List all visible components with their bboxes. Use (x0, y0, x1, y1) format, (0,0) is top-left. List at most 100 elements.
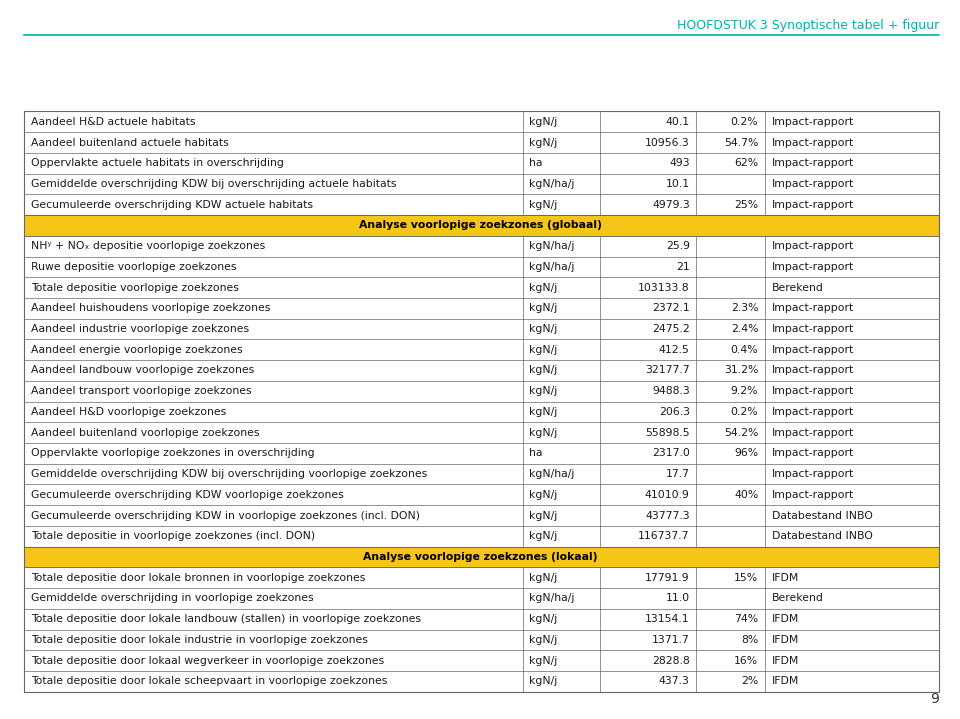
Text: Totale depositie voorlopige zoekzones: Totale depositie voorlopige zoekzones (31, 283, 239, 293)
Text: Totale depositie door lokale scheepvaart in voorlopige zoekzones: Totale depositie door lokale scheepvaart… (31, 677, 387, 687)
Text: kgN/j: kgN/j (529, 386, 558, 396)
Text: kgN/ha/j: kgN/ha/j (529, 179, 575, 189)
Text: Aandeel transport voorlopige zoekzones: Aandeel transport voorlopige zoekzones (31, 386, 252, 396)
Text: Impact-rapport: Impact-rapport (772, 179, 854, 189)
Bar (24, 278, 939, 298)
Text: Aandeel energie voorlopige zoekzones: Aandeel energie voorlopige zoekzones (31, 344, 242, 354)
Text: Berekend: Berekend (772, 593, 824, 603)
Text: Gemiddelde overschrijding KDW bij overschrijding voorlopige zoekzones: Gemiddelde overschrijding KDW bij oversc… (31, 469, 427, 479)
Text: 2%: 2% (741, 677, 758, 687)
Text: kgN/j: kgN/j (529, 490, 558, 500)
Text: 8%: 8% (741, 635, 758, 645)
Text: kgN/j: kgN/j (529, 573, 558, 582)
Text: Databestand INBO: Databestand INBO (772, 531, 873, 541)
Text: 2372.1: 2372.1 (652, 303, 689, 313)
Text: 4979.3: 4979.3 (652, 200, 689, 210)
Text: 412.5: 412.5 (659, 344, 689, 354)
Text: Impact-rapport: Impact-rapport (772, 490, 854, 500)
Text: Gemiddelde overschrijding in voorlopige zoekzones: Gemiddelde overschrijding in voorlopige … (31, 593, 313, 603)
Bar (24, 173, 939, 194)
Text: Totale depositie in voorlopige zoekzones (incl. DON): Totale depositie in voorlopige zoekzones… (31, 531, 315, 541)
Text: 493: 493 (669, 158, 689, 168)
Text: 17.7: 17.7 (665, 469, 689, 479)
Text: 9: 9 (930, 692, 939, 706)
Text: Impact-rapport: Impact-rapport (772, 365, 854, 375)
Text: Gecumuleerde overschrijding KDW in voorlopige zoekzones (incl. DON): Gecumuleerde overschrijding KDW in voorl… (31, 510, 420, 521)
Text: kgN/ha/j: kgN/ha/j (529, 593, 575, 603)
Text: 15%: 15% (734, 573, 758, 582)
Text: 2317.0: 2317.0 (652, 449, 689, 459)
Bar (24, 319, 939, 339)
Text: IFDM: IFDM (772, 677, 799, 687)
Text: 62%: 62% (734, 158, 758, 168)
Text: kgN/j: kgN/j (529, 283, 558, 293)
Text: 0.2%: 0.2% (731, 116, 758, 127)
Text: Berekend: Berekend (772, 283, 824, 293)
Text: kgN/j: kgN/j (529, 116, 558, 127)
Text: Aandeel H&D voorlopige zoekzones: Aandeel H&D voorlopige zoekzones (31, 407, 226, 417)
Text: Impact-rapport: Impact-rapport (772, 449, 854, 459)
Text: Gemiddelde overschrijding KDW bij overschrijding actuele habitats: Gemiddelde overschrijding KDW bij oversc… (31, 179, 396, 189)
Text: kgN/ha/j: kgN/ha/j (529, 262, 575, 272)
Bar (24, 546, 939, 567)
Bar (24, 360, 939, 381)
Text: 10.1: 10.1 (665, 179, 689, 189)
Text: 103133.8: 103133.8 (638, 283, 689, 293)
Text: Oppervlakte voorlopige zoekzones in overschrijding: Oppervlakte voorlopige zoekzones in over… (31, 449, 314, 459)
Text: Impact-rapport: Impact-rapport (772, 428, 854, 438)
Text: kgN/j: kgN/j (529, 531, 558, 541)
Text: Gecumuleerde overschrijding KDW actuele habitats: Gecumuleerde overschrijding KDW actuele … (31, 200, 313, 210)
Bar (24, 671, 939, 692)
Bar (24, 485, 939, 505)
Text: kgN/j: kgN/j (529, 200, 558, 210)
Text: 2475.2: 2475.2 (652, 324, 689, 334)
Text: 31.2%: 31.2% (724, 365, 758, 375)
Text: 25.9: 25.9 (665, 241, 689, 251)
Text: Databestand INBO: Databestand INBO (772, 510, 873, 521)
Text: kgN/j: kgN/j (529, 324, 558, 334)
Bar (24, 609, 939, 630)
Text: Impact-rapport: Impact-rapport (772, 137, 854, 147)
Bar (24, 401, 939, 422)
Text: 21: 21 (676, 262, 689, 272)
Text: 1371.7: 1371.7 (652, 635, 689, 645)
Text: 10956.3: 10956.3 (645, 137, 689, 147)
Text: 116737.7: 116737.7 (638, 531, 689, 541)
Text: kgN/j: kgN/j (529, 303, 558, 313)
Text: kgN/j: kgN/j (529, 614, 558, 624)
Text: kgN/j: kgN/j (529, 365, 558, 375)
Text: IFDM: IFDM (772, 635, 799, 645)
Bar (24, 422, 939, 443)
Text: 32177.7: 32177.7 (645, 365, 689, 375)
Text: kgN/j: kgN/j (529, 344, 558, 354)
Bar (24, 339, 939, 360)
Bar (24, 381, 939, 401)
Text: Totale depositie door lokaal wegverkeer in voorlopige zoekzones: Totale depositie door lokaal wegverkeer … (31, 656, 384, 666)
Text: Aandeel landbouw voorlopige zoekzones: Aandeel landbouw voorlopige zoekzones (31, 365, 254, 375)
Text: Impact-rapport: Impact-rapport (772, 200, 854, 210)
Text: Aandeel H&D actuele habitats: Aandeel H&D actuele habitats (31, 116, 195, 127)
Text: 16%: 16% (734, 656, 758, 666)
Text: Aandeel buitenland voorlopige zoekzones: Aandeel buitenland voorlopige zoekzones (31, 428, 259, 438)
Text: 11.0: 11.0 (665, 593, 689, 603)
Text: 41010.9: 41010.9 (645, 490, 689, 500)
Text: ha: ha (529, 449, 542, 459)
Text: 96%: 96% (734, 449, 758, 459)
Bar (24, 443, 939, 464)
Text: Totale depositie door lokale bronnen in voorlopige zoekzones: Totale depositie door lokale bronnen in … (31, 573, 365, 582)
Text: IFDM: IFDM (772, 614, 799, 624)
Text: 9488.3: 9488.3 (652, 386, 689, 396)
Bar (24, 215, 939, 236)
Text: Impact-rapport: Impact-rapport (772, 324, 854, 334)
Text: IFDM: IFDM (772, 573, 799, 582)
Text: Aandeel buitenland actuele habitats: Aandeel buitenland actuele habitats (31, 137, 228, 147)
Text: Impact-rapport: Impact-rapport (772, 344, 854, 354)
Bar (24, 236, 939, 257)
Bar (24, 567, 939, 588)
Text: 54.2%: 54.2% (724, 428, 758, 438)
Text: 9.2%: 9.2% (731, 386, 758, 396)
Text: kgN/j: kgN/j (529, 510, 558, 521)
Text: Analyse voorlopige zoekzones (globaal): Analyse voorlopige zoekzones (globaal) (359, 221, 601, 230)
Text: 74%: 74% (734, 614, 758, 624)
Bar (24, 650, 939, 671)
